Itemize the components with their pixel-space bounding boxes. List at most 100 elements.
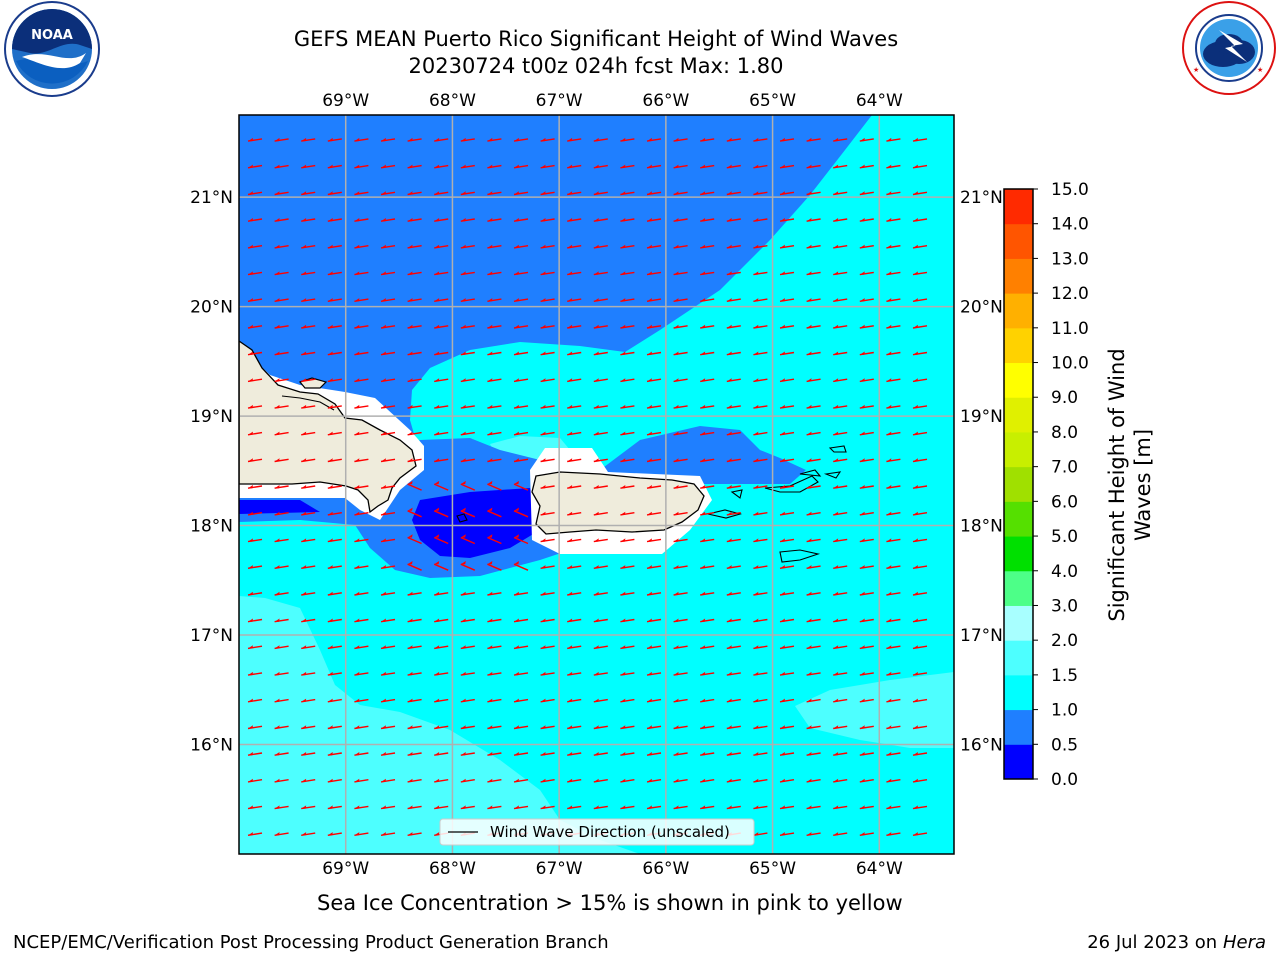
wind-wave-arrow (886, 645, 901, 650)
wind-wave-arrow (247, 805, 263, 810)
wind-wave-arrow (380, 244, 396, 249)
wind-wave-arrow (354, 565, 369, 569)
wind-wave-arrow (567, 244, 582, 249)
chart-subtitle: 20230724 t00z 024h fcst Max: 1.80 (408, 54, 784, 78)
wind-wave-arrow (513, 458, 529, 463)
wind-wave-arrow (301, 298, 316, 302)
lat-tick-left: 16°N (190, 736, 233, 756)
wind-wave-arrow (327, 591, 342, 596)
wind-wave-arrow (593, 298, 608, 302)
wind-wave-arrow (726, 244, 741, 249)
wind-wave-arrow (408, 859, 422, 862)
wind-wave-arrow (886, 324, 901, 329)
wind-wave-arrow (646, 565, 662, 569)
wind-wave-arrow (806, 671, 821, 676)
wind-wave-arrow (407, 618, 422, 623)
lon-tick-bottom: 67°W (536, 859, 583, 879)
lon-tick-top: 64°W (856, 91, 903, 111)
wind-wave-arrow (514, 859, 528, 862)
wind-wave-arrow (620, 458, 635, 463)
wind-wave-arrow (327, 565, 342, 569)
wind-wave-arrow (487, 725, 502, 730)
wind-wave-arrow (540, 378, 555, 383)
wind-wave-arrow (726, 351, 741, 356)
wind-wave-arrow (620, 378, 635, 383)
wind-wave-arrow (274, 725, 289, 730)
wind-wave-arrow (912, 778, 928, 783)
wind-wave-arrow (460, 561, 476, 571)
wind-wave-arrow (513, 507, 529, 518)
wind-wave-arrow (274, 298, 289, 302)
wind-wave-arrow (354, 778, 369, 783)
wind-wave-arrow (753, 271, 768, 276)
wind-wave-arrow (487, 271, 502, 276)
wind-wave-arrow (540, 645, 555, 650)
wind-wave-arrow (354, 458, 369, 463)
wind-wave-arrow (806, 725, 821, 730)
chart-title: GEFS MEAN Puerto Rico Significant Height… (293, 27, 899, 51)
noaa-logo-text: NOAA (31, 28, 73, 43)
wind-wave-arrow (381, 859, 395, 862)
wind-wave-arrow (779, 244, 795, 249)
wind-wave-arrow (753, 511, 768, 516)
wind-wave-arrow (726, 271, 741, 276)
wind-wave-arrow (248, 859, 262, 862)
wind-wave-arrow (460, 480, 476, 491)
wind-wave-arrow (513, 561, 529, 571)
wind-wave-arrow (779, 324, 795, 329)
wind-wave-arrow (912, 565, 928, 569)
wind-wave-arrow (327, 271, 342, 276)
wind-wave-arrow (567, 565, 582, 569)
wind-wave-arrow (567, 805, 582, 810)
wind-wave-arrow (540, 298, 555, 302)
wind-wave-arrow (646, 511, 662, 516)
wind-wave-arrow (593, 511, 608, 516)
wind-wave-arrow (753, 618, 768, 623)
wind-wave-arrow (301, 137, 316, 142)
wind-wave-arrow (407, 458, 422, 463)
wind-wave-arrow (753, 645, 768, 650)
wind-wave-arrow (593, 778, 608, 783)
wind-wave-arrow (726, 538, 741, 543)
wind-wave-arrow (540, 164, 555, 169)
wind-wave-arrow (460, 244, 475, 249)
wind-wave-arrow (700, 538, 715, 543)
wind-wave-arrow (301, 725, 316, 730)
wind-wave-arrow (274, 511, 289, 516)
wind-wave-arrow (301, 351, 316, 356)
wind-wave-arrow (407, 561, 422, 571)
wind-wave-arrow (646, 671, 662, 676)
wind-wave-arrow (274, 191, 289, 196)
wind-wave-arrow (673, 752, 688, 756)
wind-wave-arrow (806, 404, 821, 409)
wind-wave-arrow (434, 271, 449, 276)
wind-wave-arrow (753, 218, 768, 222)
wind-wave-arrow (274, 778, 289, 783)
wind-wave-arrow (567, 378, 582, 383)
map-frame (238, 114, 955, 855)
wind-wave-arrow (833, 805, 848, 810)
land-mona (456, 513, 468, 523)
wind-wave-arrow (859, 218, 874, 222)
wind-wave-arrow (380, 458, 396, 463)
wind-wave-arrow (407, 404, 422, 409)
wind-wave-arrow (753, 458, 768, 463)
wind-wave-arrow (859, 271, 874, 276)
wind-wave-arrow (673, 538, 688, 543)
wind-wave-arrow (460, 164, 475, 169)
wind-wave-arrow (487, 164, 502, 169)
wind-wave-arrow (700, 752, 715, 756)
wind-wave-arrow (327, 218, 342, 222)
wind-wave-arrow (487, 859, 501, 862)
wind-wave-arrow (487, 480, 502, 491)
wind-wave-arrow (247, 271, 263, 276)
wind-wave-arrow (540, 485, 555, 489)
wind-wave-arrow (753, 191, 768, 196)
wind-wave-arrow (620, 511, 635, 516)
wind-wave-arrow (567, 458, 582, 463)
wind-wave-arrow (646, 538, 662, 543)
wind-wave-arrow (726, 805, 741, 810)
wind-wave-arrow (620, 191, 635, 196)
lat-tick-left: 21°N (190, 188, 233, 208)
wind-wave-arrow (673, 485, 688, 489)
